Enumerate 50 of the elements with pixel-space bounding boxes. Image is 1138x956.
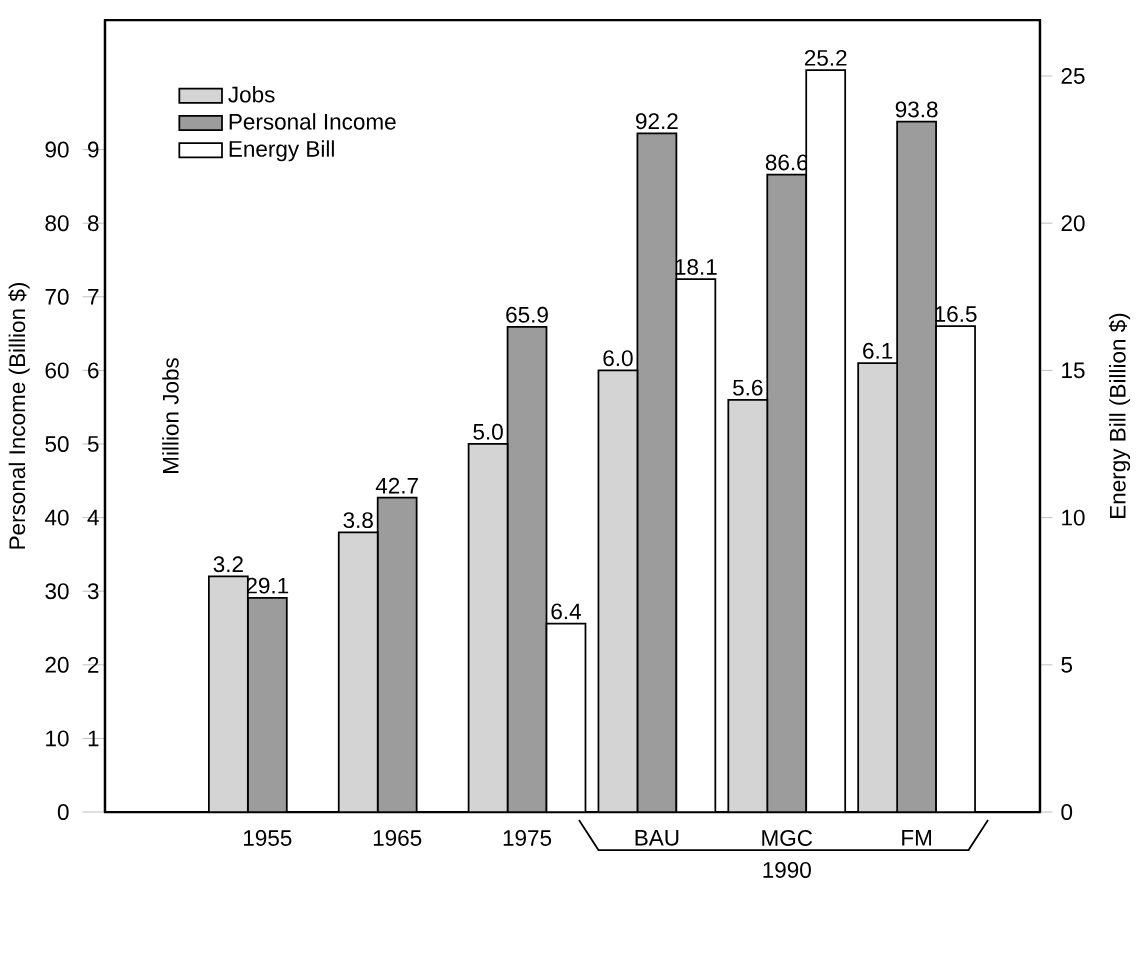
y2-tick-label: 5 [1061, 656, 1073, 673]
data-label: 42.7 [375, 477, 418, 494]
y3-axis-title: Million Jobs [162, 358, 179, 473]
x-tick-label: 1955 [244, 829, 292, 846]
y3-tick-label: 7 [88, 289, 99, 305]
y2-tick-label: 0 [1061, 804, 1073, 820]
y3-tick-label: 5 [87, 436, 99, 452]
y3-tick-label: 3 [87, 583, 99, 600]
y-tick-label: 60 [45, 362, 69, 379]
y-tick-label: 30 [45, 583, 69, 600]
data-label: 65.9 [506, 306, 548, 323]
y-tick-label: 80 [45, 215, 69, 232]
data-label: 6.1 [863, 342, 893, 359]
data-label: 5.0 [473, 423, 503, 440]
y2-axis-title: Energy Bill (Billion $) [1108, 313, 1131, 518]
y3-tick-label: 4 [87, 509, 99, 526]
y-tick-label: 90 [45, 141, 69, 158]
x-tick-label: BAU [635, 830, 679, 846]
y2-tick-label: 25 [1061, 67, 1085, 84]
x-tick-label: 1975 [503, 829, 552, 846]
data-label: 25.2 [804, 49, 847, 66]
data-label: 92.2 [636, 113, 678, 130]
data-label: 5.6 [733, 379, 763, 396]
data-label: 93.8 [895, 101, 938, 118]
y3-tick-label: 6 [88, 362, 99, 379]
y-tick-label: 0 [57, 804, 69, 820]
y-tick-label: 10 [46, 730, 69, 747]
y3-tick-label: 9 [88, 141, 99, 158]
y3-tick-label: 8 [87, 215, 99, 232]
data-label: 6.4 [551, 603, 581, 620]
y2-tick-label: 10 [1062, 509, 1085, 526]
legend-label: Personal Income [229, 113, 396, 130]
x-tick-label: MGC [762, 829, 813, 846]
legend-label: Jobs [228, 85, 275, 103]
y-tick-label: 40 [44, 509, 69, 526]
y-tick-label: 20 [45, 656, 69, 673]
legend-label: Energy Bill [229, 140, 334, 162]
x-tick-label: 1965 [373, 829, 422, 846]
text: 1990 [763, 861, 811, 878]
y3-tick-label: 1 [88, 730, 99, 747]
data-label: 6.0 [603, 350, 633, 367]
y-axis-title: Personal Income (Billion $) [8, 283, 30, 549]
y2-tick-label: 15 [1062, 362, 1085, 379]
y-tick-label: 70 [45, 288, 69, 305]
data-label: 3.2 [213, 556, 243, 573]
data-label: 3.8 [343, 512, 373, 529]
y2-tick-label: 20 [1061, 215, 1085, 232]
y3-tick-label: 2 [88, 656, 99, 673]
x-tick-label: FM [902, 830, 932, 846]
y-tick-label: 50 [45, 436, 69, 452]
